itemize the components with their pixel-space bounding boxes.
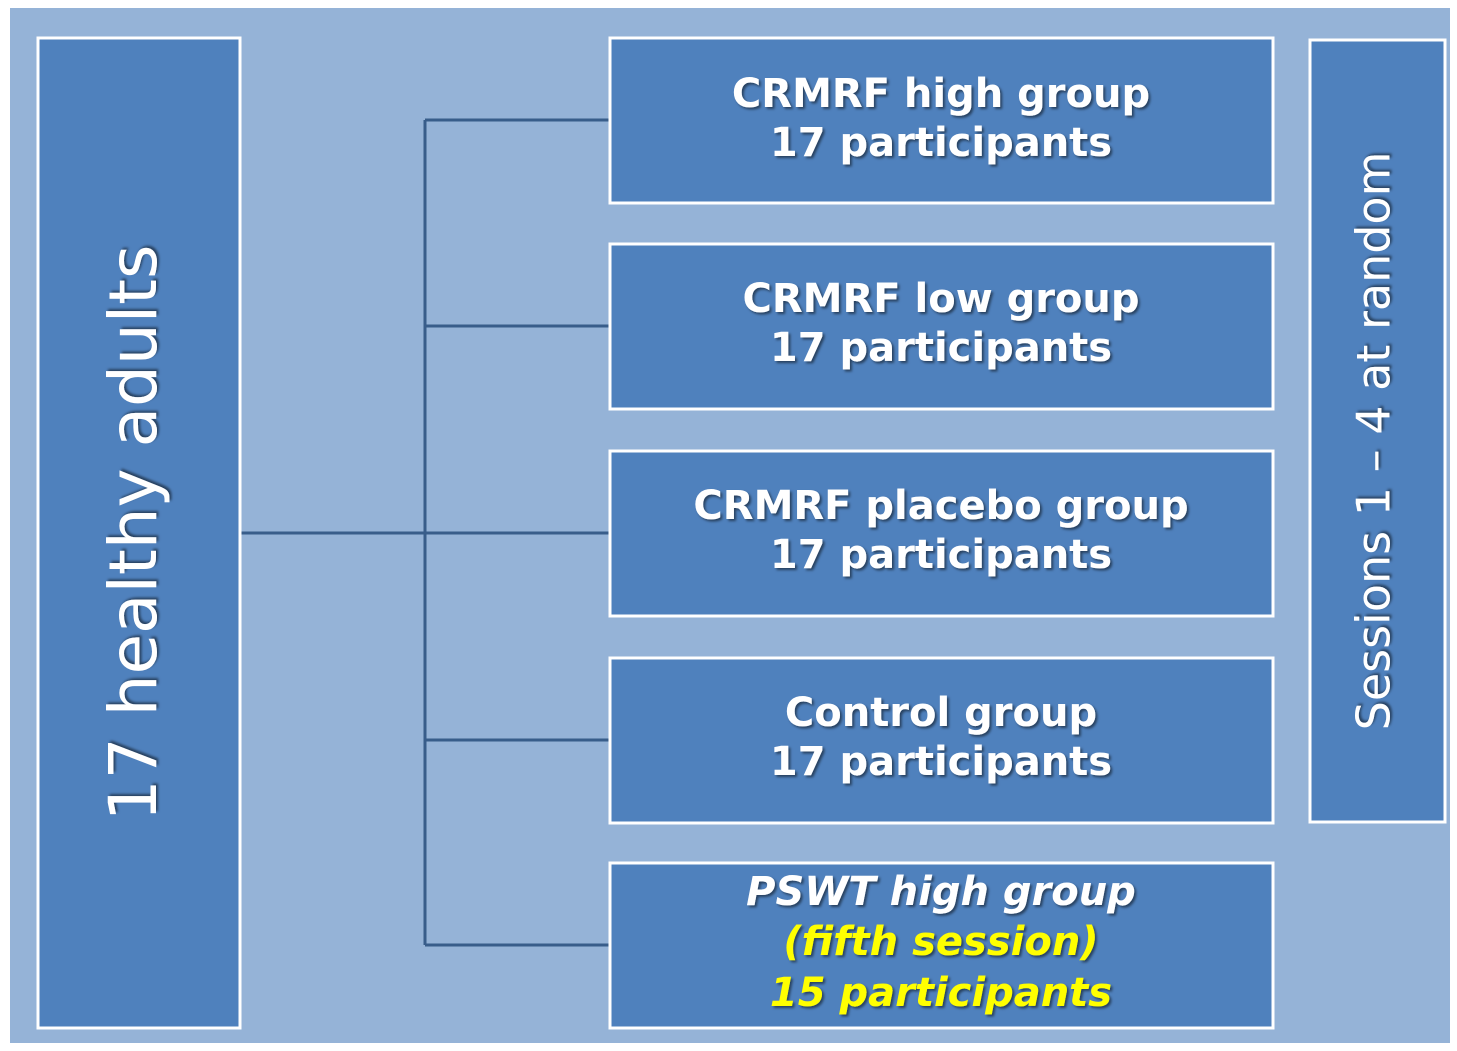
group-line: PSWT high group xyxy=(746,869,1136,915)
group-0: CRMRF high group 17 participants xyxy=(608,36,1275,205)
group-line: CRMRF high group xyxy=(732,71,1150,117)
group-box xyxy=(608,449,1275,618)
sessions-box xyxy=(1308,38,1447,824)
group-box xyxy=(608,242,1275,411)
group-line: 15 participants xyxy=(770,970,1112,1016)
connectors xyxy=(240,118,610,947)
group-1: CRMRF low group 17 participants xyxy=(608,242,1275,411)
group-4: PSWT high group (fifth session) 15 parti… xyxy=(608,861,1275,1030)
group-line: CRMRF placebo group xyxy=(693,483,1188,529)
group-box xyxy=(608,656,1275,825)
group-line: Control group xyxy=(785,690,1097,736)
group-line: (fifth session) xyxy=(783,919,1098,965)
group-line: CRMRF low group xyxy=(742,276,1139,322)
group-3: Control group 17 participants xyxy=(608,656,1275,825)
source-label: 17 healthy adults xyxy=(95,245,172,822)
group-line: 17 participants xyxy=(770,120,1112,166)
group-line: 17 participants xyxy=(770,325,1112,371)
group-line: 17 participants xyxy=(770,739,1112,785)
group-line: 17 participants xyxy=(770,532,1112,578)
group-2: CRMRF placebo group 17 participants xyxy=(608,449,1275,618)
group-box xyxy=(608,861,1275,1030)
group-box xyxy=(608,36,1275,205)
source-box xyxy=(36,36,242,1030)
sessions-label: Sessions 1 – 4 at random xyxy=(1347,152,1401,731)
